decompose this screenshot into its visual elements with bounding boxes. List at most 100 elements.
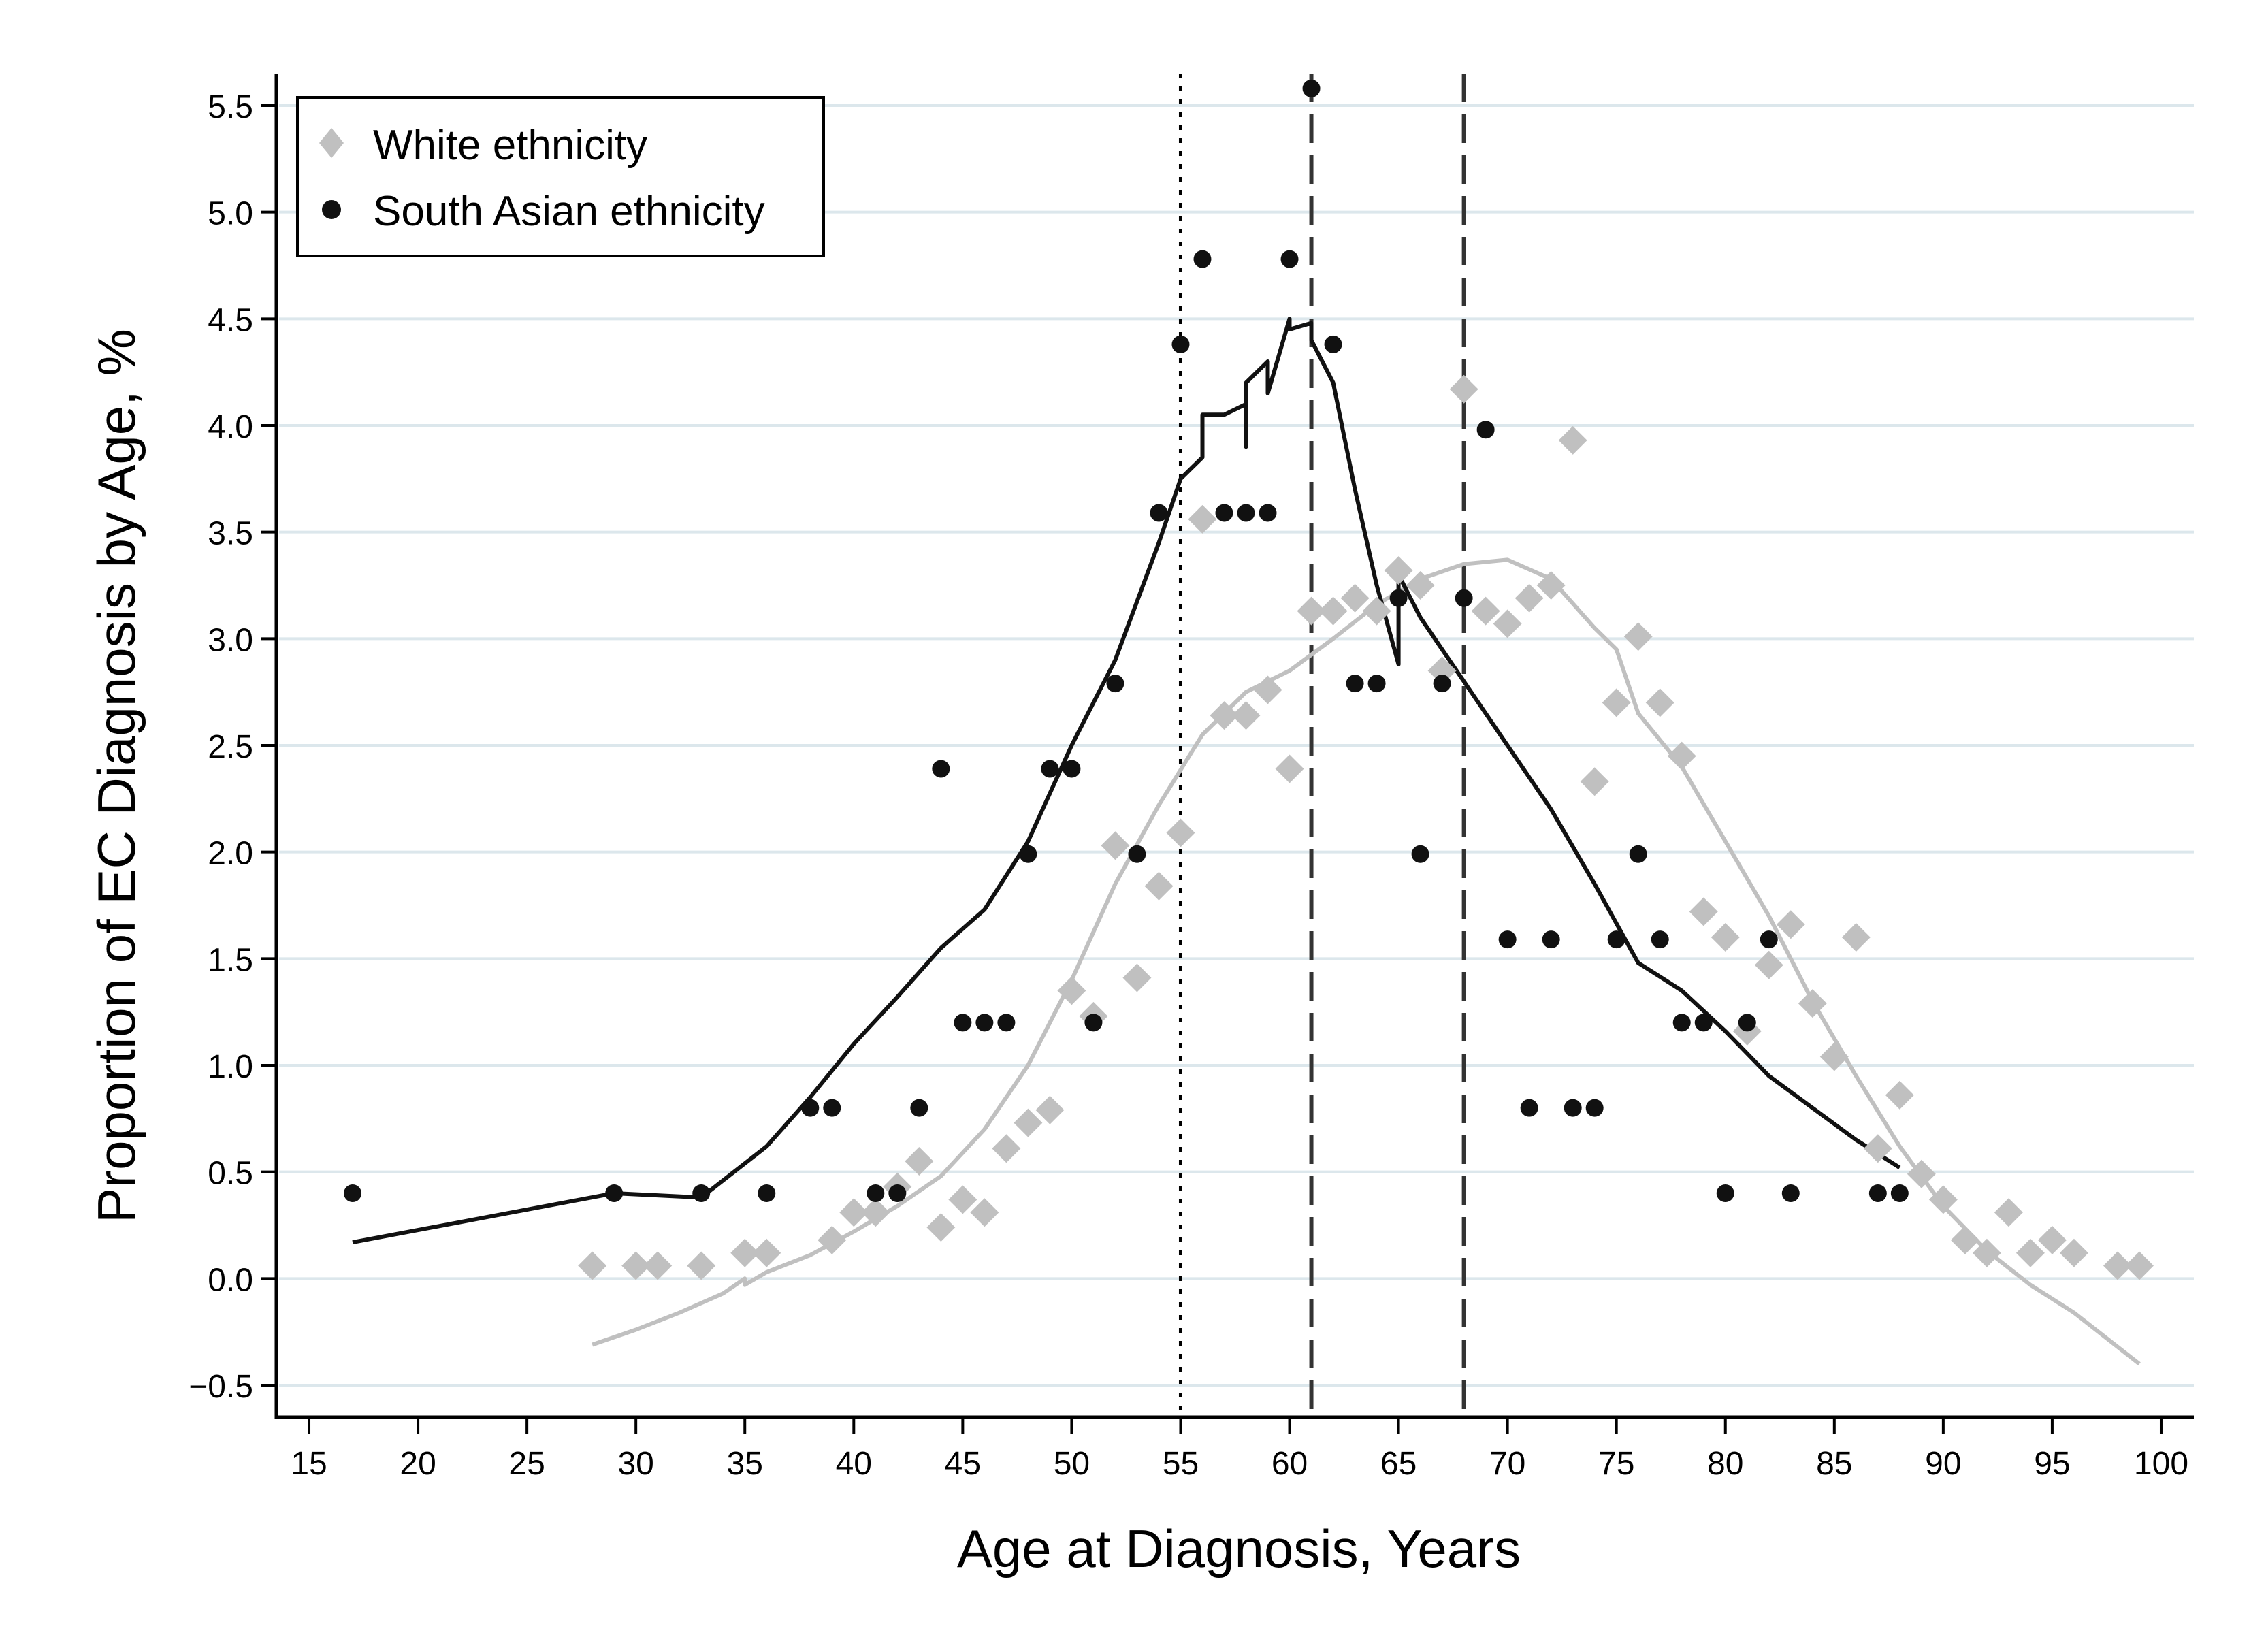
tick-marks: −0.5 0.0 0.5 1.0 1.5 2.0 2.5 3.0 3.5 4.0 4.5 5.0 5.5… xyxy=(189,89,2188,1482)
white-data-point xyxy=(1035,1095,1065,1124)
south-asian-data-point xyxy=(1629,845,1647,863)
white-data-point xyxy=(1819,1042,1849,1071)
x-axis-label: Age at Diagnosis, Years xyxy=(957,1519,1521,1578)
white-data-point xyxy=(1362,596,1391,626)
white-data-point xyxy=(1558,425,1587,455)
white-data-point xyxy=(1449,374,1478,404)
white-data-point xyxy=(1885,1080,1914,1110)
south-asian-data-point xyxy=(605,1184,624,1202)
white-data-point xyxy=(2124,1251,2154,1280)
y-tick-label: 5.5 xyxy=(208,89,253,125)
white-data-point xyxy=(992,1134,1021,1163)
white-data-point xyxy=(1231,701,1261,730)
south-asian-data-point xyxy=(344,1184,362,1202)
white-data-point xyxy=(1645,688,1674,717)
south-asian-data-point xyxy=(1193,250,1212,268)
south-asian-data-point xyxy=(1106,675,1124,693)
y-tick-label: 0.5 xyxy=(208,1156,253,1192)
x-tick-label: 85 xyxy=(1816,1446,1852,1482)
y-tick-label: 5.0 xyxy=(208,196,253,232)
y-tick-label: 2.0 xyxy=(208,836,253,872)
white-data-point xyxy=(1406,571,1435,600)
x-tick-label: 60 xyxy=(1272,1446,1308,1482)
reference-lines xyxy=(1178,74,1466,1417)
legend-white-marker xyxy=(319,128,344,158)
x-tick-label: 45 xyxy=(945,1446,981,1482)
south-asian-data-point xyxy=(1237,504,1255,522)
white-data-point xyxy=(1928,1185,1958,1214)
white-data-point xyxy=(1210,701,1239,730)
grid-lines xyxy=(279,104,2194,1387)
x-tick-label: 55 xyxy=(1163,1446,1199,1482)
south-asian-data-point xyxy=(1890,1184,1909,1202)
y-tick-label: 4.5 xyxy=(208,302,253,338)
south-asian-data-point xyxy=(1760,930,1778,949)
y-tick-label: 4.0 xyxy=(208,409,253,445)
white-data-point xyxy=(861,1198,890,1227)
x-tick-label: 40 xyxy=(836,1446,872,1482)
white-data-point xyxy=(643,1251,673,1280)
south-asian-data-point xyxy=(1367,675,1386,693)
white-data-point xyxy=(2016,1238,2045,1267)
x-tick-label: 70 xyxy=(1489,1446,1525,1482)
white-data-point xyxy=(1580,767,1609,796)
south-asian-data-point xyxy=(1607,930,1625,949)
x-tick-label: 80 xyxy=(1707,1446,1743,1482)
south-asian-data-point xyxy=(1498,930,1517,949)
x-tick-label: 100 xyxy=(2134,1446,2188,1482)
x-tick-label: 15 xyxy=(291,1446,327,1482)
south-asian-data-point xyxy=(1411,845,1429,863)
south-asian-data-point xyxy=(910,1099,928,1117)
x-tick-label: 30 xyxy=(617,1446,653,1482)
south-asian-data-point xyxy=(1455,589,1473,607)
legend-south-asian-label: South Asian ethnicity xyxy=(373,188,765,235)
white-data-point xyxy=(1776,910,1805,939)
x-tick-label: 50 xyxy=(1054,1446,1090,1482)
y-tick-label: 3.5 xyxy=(208,516,253,552)
white-data-point xyxy=(1493,609,1522,638)
legend-south-asian-marker xyxy=(322,200,341,219)
south-asian-data-point xyxy=(1302,79,1321,97)
white-data-point xyxy=(621,1251,651,1280)
south-asian-smoothed-curve xyxy=(352,317,1901,1245)
white-data-point xyxy=(1798,989,1827,1018)
south-asian-data-point xyxy=(1128,845,1146,863)
white-data-point xyxy=(1275,754,1304,783)
south-asian-data-point xyxy=(758,1184,776,1202)
y-tick-label: 3.0 xyxy=(208,622,253,658)
south-asian-data-point xyxy=(1215,504,1233,522)
white-data-point xyxy=(1297,596,1326,626)
south-asian-data-point xyxy=(1019,845,1037,863)
white-data-point xyxy=(1841,923,1871,952)
south-asian-data-point xyxy=(997,1014,1016,1032)
south-asian-data-point xyxy=(1781,1184,1800,1202)
south-asian-data-point xyxy=(1476,421,1495,439)
white-data-point xyxy=(2037,1225,2067,1254)
white-data-point xyxy=(1950,1225,1979,1254)
south-asian-data-point xyxy=(1651,930,1669,949)
white-data-point xyxy=(905,1147,934,1176)
south-asian-data-point xyxy=(1280,250,1299,268)
legend-white-label: White ethnicity xyxy=(373,122,647,169)
south-asian-data-point xyxy=(1585,1099,1604,1117)
legend-box xyxy=(296,96,825,257)
south-asian-data-point xyxy=(1694,1014,1713,1032)
white-data-point xyxy=(2059,1238,2088,1267)
south-asian-data-point xyxy=(1868,1184,1887,1202)
white-data-point xyxy=(752,1238,781,1267)
x-tick-label: 75 xyxy=(1598,1446,1634,1482)
white-data-point xyxy=(818,1225,847,1254)
south-asian-data-point xyxy=(1716,1184,1734,1202)
white-data-point xyxy=(687,1251,716,1280)
south-asian-data-point xyxy=(867,1184,885,1202)
white-data-point xyxy=(1602,688,1631,717)
south-asian-data-point xyxy=(823,1099,841,1117)
white-data-point xyxy=(1057,976,1086,1005)
white-data-point xyxy=(1122,963,1152,992)
south-asian-data-point xyxy=(1542,930,1560,949)
x-tick-label: 20 xyxy=(400,1446,436,1482)
south-asian-data-point xyxy=(1150,504,1168,522)
south-asian-data-point xyxy=(1171,335,1190,353)
